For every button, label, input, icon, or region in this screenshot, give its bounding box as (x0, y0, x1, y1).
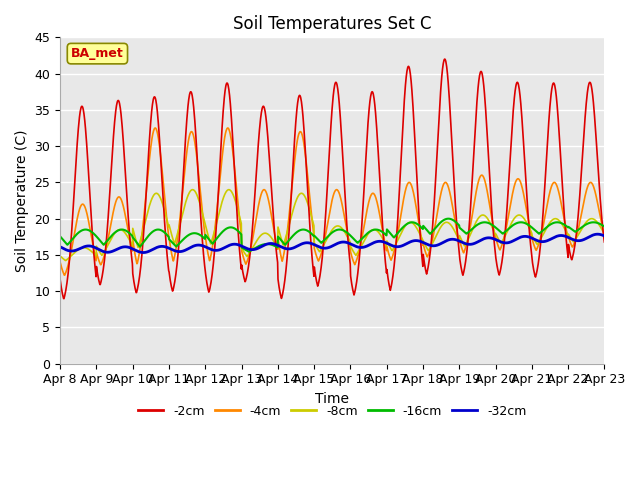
Text: BA_met: BA_met (71, 47, 124, 60)
-2cm (60, 296, 68, 301)
-8cm (417, 234, 425, 240)
-2cm (488, 218, 496, 224)
-8cm (225, 187, 233, 192)
-32cm (417, 239, 425, 244)
-8cm (178, 215, 186, 221)
-4cm (600, 232, 608, 238)
Legend: -2cm, -4cm, -8cm, -16cm, -32cm: -2cm, -4cm, -8cm, -16cm, -32cm (133, 400, 531, 423)
-16cm (417, 224, 425, 230)
-16cm (444, 216, 452, 222)
-4cm (61, 272, 68, 278)
-2cm (417, 242, 425, 248)
-2cm (536, 242, 544, 248)
X-axis label: Time: Time (316, 392, 349, 406)
-4cm (224, 125, 232, 131)
-8cm (164, 223, 172, 228)
-2cm (441, 56, 449, 62)
-2cm (600, 239, 608, 245)
-16cm (56, 234, 64, 240)
-32cm (140, 250, 147, 255)
-8cm (61, 258, 69, 264)
Line: -4cm: -4cm (60, 128, 604, 275)
-4cm (56, 259, 64, 265)
-32cm (178, 249, 186, 254)
-32cm (56, 244, 64, 250)
Y-axis label: Soil Temperature (C): Soil Temperature (C) (15, 129, 29, 272)
Line: -32cm: -32cm (60, 234, 604, 252)
-8cm (56, 253, 64, 259)
-2cm (178, 202, 186, 208)
-32cm (488, 235, 496, 241)
Line: -16cm: -16cm (60, 219, 604, 252)
-4cm (536, 235, 544, 241)
-32cm (536, 239, 544, 244)
Title: Soil Temperatures Set C: Soil Temperatures Set C (233, 15, 431, 33)
-16cm (164, 233, 172, 239)
-16cm (245, 249, 253, 254)
-8cm (600, 231, 608, 237)
-16cm (238, 245, 246, 251)
-8cm (488, 225, 496, 231)
-8cm (536, 237, 544, 242)
-2cm (164, 264, 172, 270)
-16cm (488, 222, 496, 228)
-4cm (488, 219, 496, 225)
Line: -2cm: -2cm (60, 59, 604, 299)
-32cm (600, 233, 608, 239)
-4cm (164, 230, 172, 236)
-32cm (239, 243, 246, 249)
-2cm (56, 276, 64, 282)
-16cm (177, 239, 185, 244)
Line: -8cm: -8cm (60, 190, 604, 261)
-4cm (178, 200, 186, 206)
-8cm (239, 247, 246, 253)
-16cm (600, 224, 608, 229)
-16cm (536, 230, 544, 236)
-4cm (239, 252, 246, 258)
-4cm (417, 235, 425, 240)
-2cm (239, 267, 246, 273)
-32cm (594, 231, 602, 237)
-32cm (164, 245, 172, 251)
